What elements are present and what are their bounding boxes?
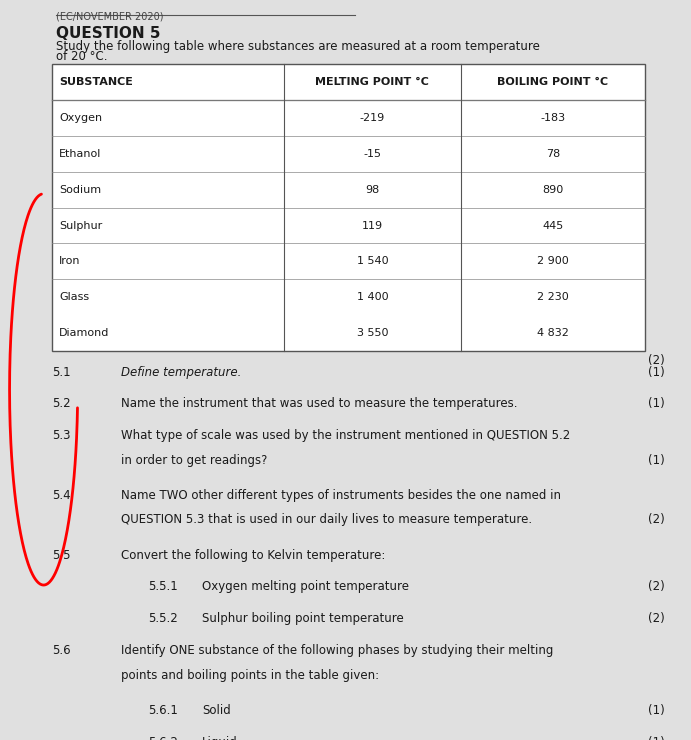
Text: points and boiling points in the table given:: points and boiling points in the table g… [120,669,379,682]
Text: 5.6.2: 5.6.2 [148,736,178,740]
Text: (1): (1) [648,454,665,467]
Text: 5.5: 5.5 [53,548,71,562]
Text: Identify ONE substance of the following phases by studying their melting: Identify ONE substance of the following … [120,644,553,657]
Text: (1): (1) [648,397,665,411]
Text: Oxygen: Oxygen [59,113,102,123]
Text: -15: -15 [363,149,381,159]
Text: (2): (2) [648,612,665,625]
Text: 4 832: 4 832 [537,328,569,338]
Text: Glass: Glass [59,292,89,302]
Text: 2 900: 2 900 [537,256,569,266]
Text: (2): (2) [648,514,665,526]
Text: Name TWO other different types of instruments besides the one named in: Name TWO other different types of instru… [120,489,560,502]
Text: 445: 445 [542,221,563,231]
Text: (2): (2) [648,354,665,367]
Text: Iron: Iron [59,256,81,266]
Text: Define temperature.: Define temperature. [120,366,241,379]
Text: BOILING POINT °C: BOILING POINT °C [498,77,608,87]
Text: 890: 890 [542,185,563,195]
Text: 98: 98 [366,185,379,195]
Text: Sulphur boiling point temperature: Sulphur boiling point temperature [202,612,404,625]
Text: of 20 °C.: of 20 °C. [56,50,107,64]
Text: 5.6.1: 5.6.1 [148,704,178,717]
Text: (1): (1) [648,736,665,740]
Text: Sodium: Sodium [59,185,102,195]
Text: 3 550: 3 550 [357,328,388,338]
Text: Study the following table where substances are measured at a room temperature: Study the following table where substanc… [56,40,540,53]
Text: -183: -183 [540,113,565,123]
Text: in order to get readings?: in order to get readings? [120,454,267,467]
Text: 1 400: 1 400 [357,292,388,302]
Text: What type of scale was used by the instrument mentioned in QUESTION 5.2: What type of scale was used by the instr… [120,429,570,443]
Text: Name the instrument that was used to measure the temperatures.: Name the instrument that was used to mea… [120,397,517,411]
Text: 5.5.2: 5.5.2 [148,612,178,625]
Text: MELTING POINT °C: MELTING POINT °C [316,77,429,87]
Text: Sulphur: Sulphur [59,221,102,231]
Text: 2 230: 2 230 [537,292,569,302]
Text: (1): (1) [648,366,665,379]
Text: (2): (2) [648,580,665,593]
Text: -219: -219 [360,113,385,123]
Text: Diamond: Diamond [59,328,110,338]
Text: QUESTION 5.3 that is used in our daily lives to measure temperature.: QUESTION 5.3 that is used in our daily l… [120,514,531,526]
Text: QUESTION 5: QUESTION 5 [56,26,160,41]
Text: (EC/NOVEMBER 2020): (EC/NOVEMBER 2020) [56,11,163,21]
Text: SUBSTANCE: SUBSTANCE [59,77,133,87]
Text: Oxygen melting point temperature: Oxygen melting point temperature [202,580,409,593]
Text: Liquid: Liquid [202,736,238,740]
Text: 5.6: 5.6 [53,644,71,657]
Text: 5.4: 5.4 [53,489,71,502]
Text: (1): (1) [648,704,665,717]
Text: 1 540: 1 540 [357,256,388,266]
Text: Convert the following to Kelvin temperature:: Convert the following to Kelvin temperat… [120,548,385,562]
Text: Solid: Solid [202,704,231,717]
Text: 5.1: 5.1 [53,366,71,379]
Text: 5.2: 5.2 [53,397,71,411]
Text: 78: 78 [546,149,560,159]
Bar [53,64,645,351]
Text: 119: 119 [362,221,383,231]
Text: 5.3: 5.3 [53,429,71,443]
Text: Ethanol: Ethanol [59,149,102,159]
Text: 5.5.1: 5.5.1 [148,580,178,593]
